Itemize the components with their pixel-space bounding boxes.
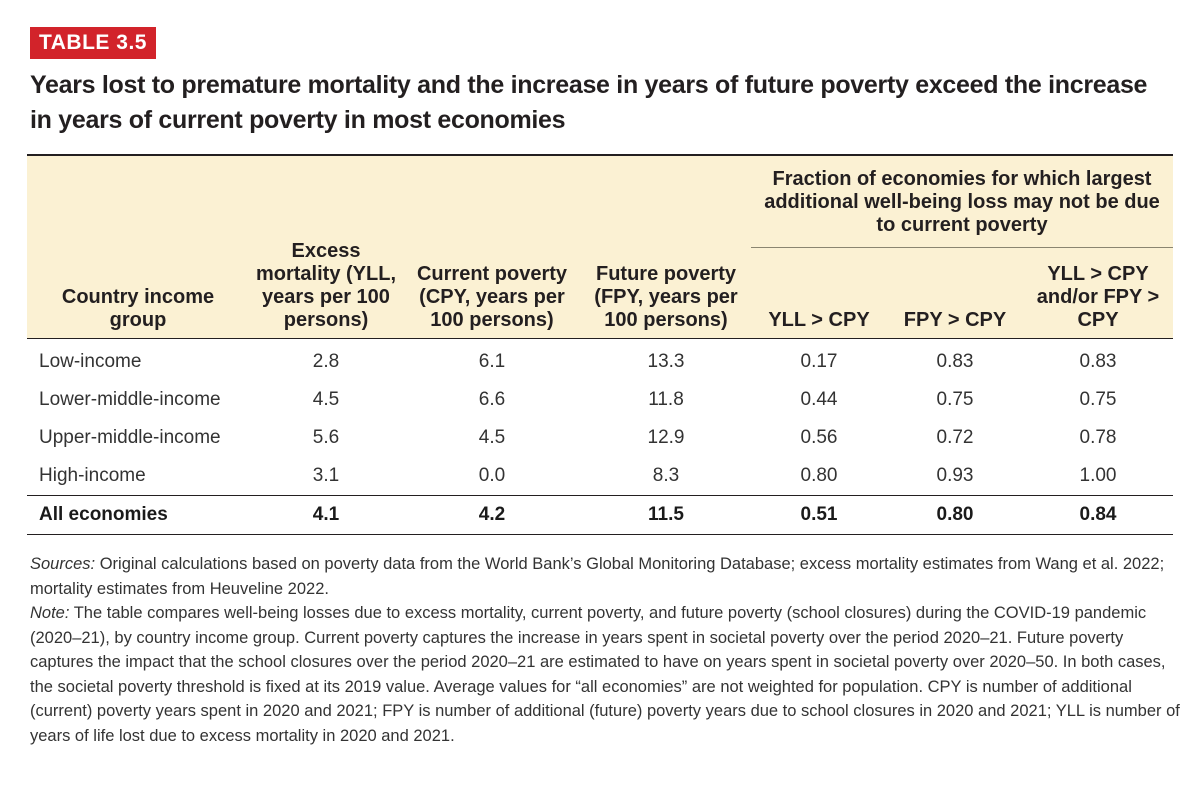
cell-income-group: High-income (39, 465, 146, 486)
cell-yll-or-fpy-gt-cpy: 0.83 (1079, 351, 1117, 372)
cell-fpy-gt-cpy: 0.83 (936, 351, 974, 372)
table-body: Low-income 2.8 6.1 13.3 0.17 0.83 0.83 Lower-mi… (27, 339, 1174, 535)
total-cell-current-poverty: 4.2 (403, 495, 581, 535)
cell-income-group: Lower-middle-income (39, 389, 221, 410)
cell-excess-mortality: 2.8 (312, 351, 340, 372)
note-paragraph: Note: The table compares well-being loss… (30, 601, 1180, 748)
cell-income-group: Upper-middle-income (39, 427, 221, 448)
sources-label: Sources: (30, 555, 96, 573)
cell-yll-gt-cpy: 0.17 (800, 351, 838, 372)
cell-future-poverty: 13.3 (647, 351, 685, 372)
cell-yll-or-fpy-gt-cpy: 0.78 (1079, 427, 1117, 448)
column-group-header-fraction: Fraction of economies for which largest … (751, 155, 1174, 248)
cell-excess-mortality: 4.5 (312, 389, 340, 410)
table-row: Lower-middle-income 4.5 6.6 11.8 0.44 0.75 0.7… (27, 381, 1173, 419)
cell-excess-mortality: 5.6 (312, 427, 340, 448)
table-notes: Sources: Original calculations based on … (30, 552, 1180, 748)
total-cell-yll-or-fpy-gt-cpy: 0.84 (1023, 495, 1174, 535)
cell-fpy-gt-cpy: 0.72 (936, 427, 974, 448)
cell-future-poverty: 12.9 (647, 427, 685, 448)
sources-note: Sources: Original calculations based on … (30, 552, 1180, 601)
table-header: Country income group Excess mortality (Y… (27, 155, 1174, 339)
cell-yll-gt-cpy: 0.56 (800, 427, 838, 448)
cell-current-poverty: 6.1 (478, 351, 506, 372)
column-header-yll-or-fpy-gt-cpy: YLL > CPY and/or FPY > CPY (1023, 247, 1174, 339)
total-cell-income-group: All economies (27, 495, 249, 535)
column-header-income-group: Country income group (27, 155, 249, 339)
cell-current-poverty: 0.0 (478, 465, 506, 486)
cell-future-poverty: 8.3 (652, 465, 680, 486)
cell-yll-or-fpy-gt-cpy: 0.75 (1079, 389, 1117, 410)
column-header-excess-mortality: Excess mortality (YLL, years per 100 per… (249, 155, 403, 339)
cell-fpy-gt-cpy: 0.75 (936, 389, 974, 410)
total-cell-fpy-gt-cpy: 0.80 (887, 495, 1023, 535)
table-number-badge: TABLE 3.5 (30, 27, 156, 59)
cell-income-group: Low-income (39, 351, 142, 372)
table-row: Low-income 2.8 6.1 13.3 0.17 0.83 0.83 (27, 339, 1173, 382)
cell-yll-or-fpy-gt-cpy: 1.00 (1079, 465, 1117, 486)
cell-yll-gt-cpy: 0.80 (800, 465, 838, 486)
cell-current-poverty: 6.6 (478, 389, 506, 410)
column-header-future-poverty: Future poverty (FPY, years per 100 perso… (581, 155, 751, 339)
column-header-fpy-gt-cpy: FPY > CPY (887, 247, 1023, 339)
data-table: Country income group Excess mortality (Y… (27, 154, 1174, 535)
column-header-current-poverty: Current poverty (CPY, years per 100 pers… (403, 155, 581, 339)
note-label: Note: (30, 604, 70, 622)
cell-current-poverty: 4.5 (478, 427, 506, 448)
cell-fpy-gt-cpy: 0.93 (936, 465, 974, 486)
cell-future-poverty: 11.8 (648, 389, 684, 410)
cell-excess-mortality: 3.1 (312, 465, 340, 486)
table-row: High-income 3.1 0.0 8.3 0.80 0.93 1.00 (27, 457, 1173, 496)
table-title: Years lost to premature mortality and th… (30, 71, 1148, 134)
cell-yll-gt-cpy: 0.44 (800, 389, 838, 410)
total-cell-excess-mortality: 4.1 (249, 495, 403, 535)
table-row: Upper-middle-income 5.6 4.5 12.9 0.56 0.72 0.7… (27, 419, 1173, 457)
column-header-yll-gt-cpy: YLL > CPY (751, 247, 887, 339)
sources-text: Original calculations based on poverty d… (30, 555, 1165, 598)
total-cell-yll-gt-cpy: 0.51 (751, 495, 887, 535)
total-cell-future-poverty: 11.5 (581, 495, 751, 535)
data-table-container: Country income group Excess mortality (Y… (27, 154, 1174, 535)
table-total-row: All economies 4.1 4.2 11.5 0.51 0.80 0.84 (27, 495, 1174, 535)
note-text: The table compares well-being losses due… (30, 604, 1180, 745)
